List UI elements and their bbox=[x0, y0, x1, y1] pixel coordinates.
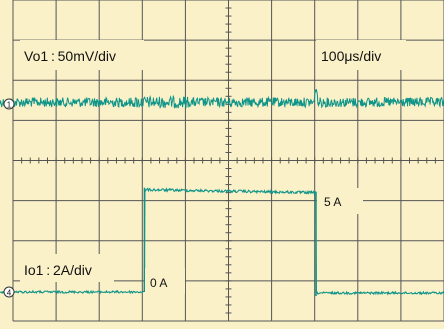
ch4-marker-circle bbox=[3, 286, 15, 298]
low-level-box bbox=[145, 268, 185, 294]
high-level-label: 5 A bbox=[324, 195, 341, 209]
ch1-label-box bbox=[20, 40, 144, 70]
ch1-label-scale: : 50mV/div bbox=[48, 48, 116, 64]
ch4-marker: 4 bbox=[3, 286, 15, 298]
ch4-label-box bbox=[20, 254, 114, 282]
timebase-label-box bbox=[316, 40, 406, 70]
ch1-marker: 1 bbox=[3, 98, 15, 110]
traces bbox=[0, 88, 444, 296]
ch1-label-name: Vo1 bbox=[24, 48, 48, 64]
low-level-label: 0 A bbox=[150, 276, 167, 290]
ch1-marker-number: 1 bbox=[7, 101, 12, 110]
ch4-trace bbox=[0, 187, 444, 296]
timebase-label: 100μs/div bbox=[321, 48, 381, 64]
high-level-box bbox=[317, 188, 363, 214]
ch4-label-scale: : 2A/div bbox=[43, 262, 91, 278]
ch1-label: Vo1 : 50mV/div bbox=[24, 48, 116, 64]
ch4-label-name: Io1 bbox=[24, 262, 44, 278]
ch1-marker-circle bbox=[3, 98, 15, 110]
ch4-label: Io1 : 2A/div bbox=[24, 262, 92, 278]
ch4-marker-number: 4 bbox=[7, 289, 12, 298]
ch1-trace bbox=[0, 88, 444, 109]
